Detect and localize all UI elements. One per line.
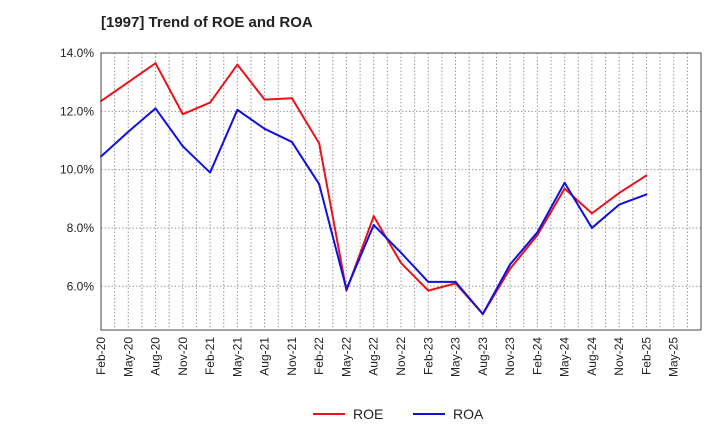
roa-point <box>236 108 239 111</box>
x-tick-label: May-23 <box>449 337 463 377</box>
x-tick-label: Feb-22 <box>312 337 326 375</box>
series-layer <box>100 62 648 315</box>
roa-point <box>127 130 130 133</box>
x-tick-label: Feb-21 <box>203 337 217 375</box>
roa-point <box>154 107 157 110</box>
roa-point <box>372 224 375 227</box>
roa-point <box>290 140 293 143</box>
x-tick-label: Aug-24 <box>585 337 599 376</box>
x-tick-label: May-25 <box>667 337 681 377</box>
y-tick-label: 12.0% <box>60 104 94 118</box>
x-tick-label: Nov-22 <box>394 337 408 376</box>
roe-point <box>645 174 648 177</box>
roa-legend-label: ROA <box>453 406 484 422</box>
roa-point <box>590 226 593 229</box>
roe-point <box>290 97 293 100</box>
roe-point <box>345 289 348 292</box>
roa-point <box>209 171 212 174</box>
x-tick-label: Nov-24 <box>612 337 626 376</box>
roe-point <box>209 101 212 104</box>
roa-point <box>618 203 621 206</box>
grid-layer <box>101 52 701 330</box>
roe-point <box>318 142 321 145</box>
roa-point <box>318 183 321 186</box>
roa-point <box>181 145 184 148</box>
roe-point <box>236 63 239 66</box>
x-tick-label: Nov-21 <box>285 337 299 376</box>
x-tick-label: Aug-20 <box>149 337 163 376</box>
x-tick-label: Feb-25 <box>639 337 653 375</box>
x-tick-label: May-24 <box>558 337 572 377</box>
plot-border <box>100 52 702 331</box>
roe-point <box>618 191 621 194</box>
roe-point <box>263 98 266 101</box>
axis-layer: 14.0% 12.0% 10.0% 8.0% 6.0% Feb-20 May-20 Aug-2… <box>60 46 702 377</box>
roe-point <box>536 234 539 237</box>
x-tick-label: May-20 <box>121 337 135 377</box>
x-tick-label: Aug-23 <box>476 337 490 376</box>
roa-point <box>400 251 402 254</box>
y-tick-label: 6.0% <box>67 279 95 293</box>
x-tick-label: Nov-20 <box>176 337 190 376</box>
roa-point <box>509 263 512 266</box>
roa-point <box>645 193 648 196</box>
x-tick-label: Nov-23 <box>503 337 517 376</box>
roa-point <box>454 280 457 283</box>
roa-point <box>427 280 430 283</box>
roe-point <box>509 267 512 270</box>
roe-point <box>127 81 130 84</box>
roe-legend-label: ROE <box>353 406 383 422</box>
x-tick-label: May-21 <box>230 337 244 377</box>
y-tick-label: 8.0% <box>67 221 95 235</box>
roe-point <box>181 113 184 116</box>
x-tick-label: May-22 <box>339 337 353 377</box>
x-tick-label: Feb-24 <box>530 337 544 375</box>
legend: ROE ROA <box>313 406 484 422</box>
roe-point <box>563 187 566 190</box>
y-tick-label: 10.0% <box>60 163 94 177</box>
roe-point <box>154 62 157 65</box>
roe-point <box>400 261 402 264</box>
roa-point <box>481 312 484 315</box>
roe-point <box>590 212 593 215</box>
x-tick-label: Feb-23 <box>421 337 435 375</box>
x-tick-label: Aug-22 <box>367 337 381 376</box>
roa-point <box>345 288 348 291</box>
chart-title: [1997] Trend of ROE and ROA <box>101 14 313 31</box>
x-tick-label: Aug-21 <box>258 337 272 376</box>
roe-point <box>427 289 430 292</box>
roa-point <box>263 127 266 130</box>
roa-point <box>563 181 566 184</box>
roe-point <box>372 215 375 218</box>
y-tick-label: 14.0% <box>60 46 94 60</box>
x-tick-label: Feb-20 <box>94 337 108 375</box>
roa-point <box>536 231 539 234</box>
